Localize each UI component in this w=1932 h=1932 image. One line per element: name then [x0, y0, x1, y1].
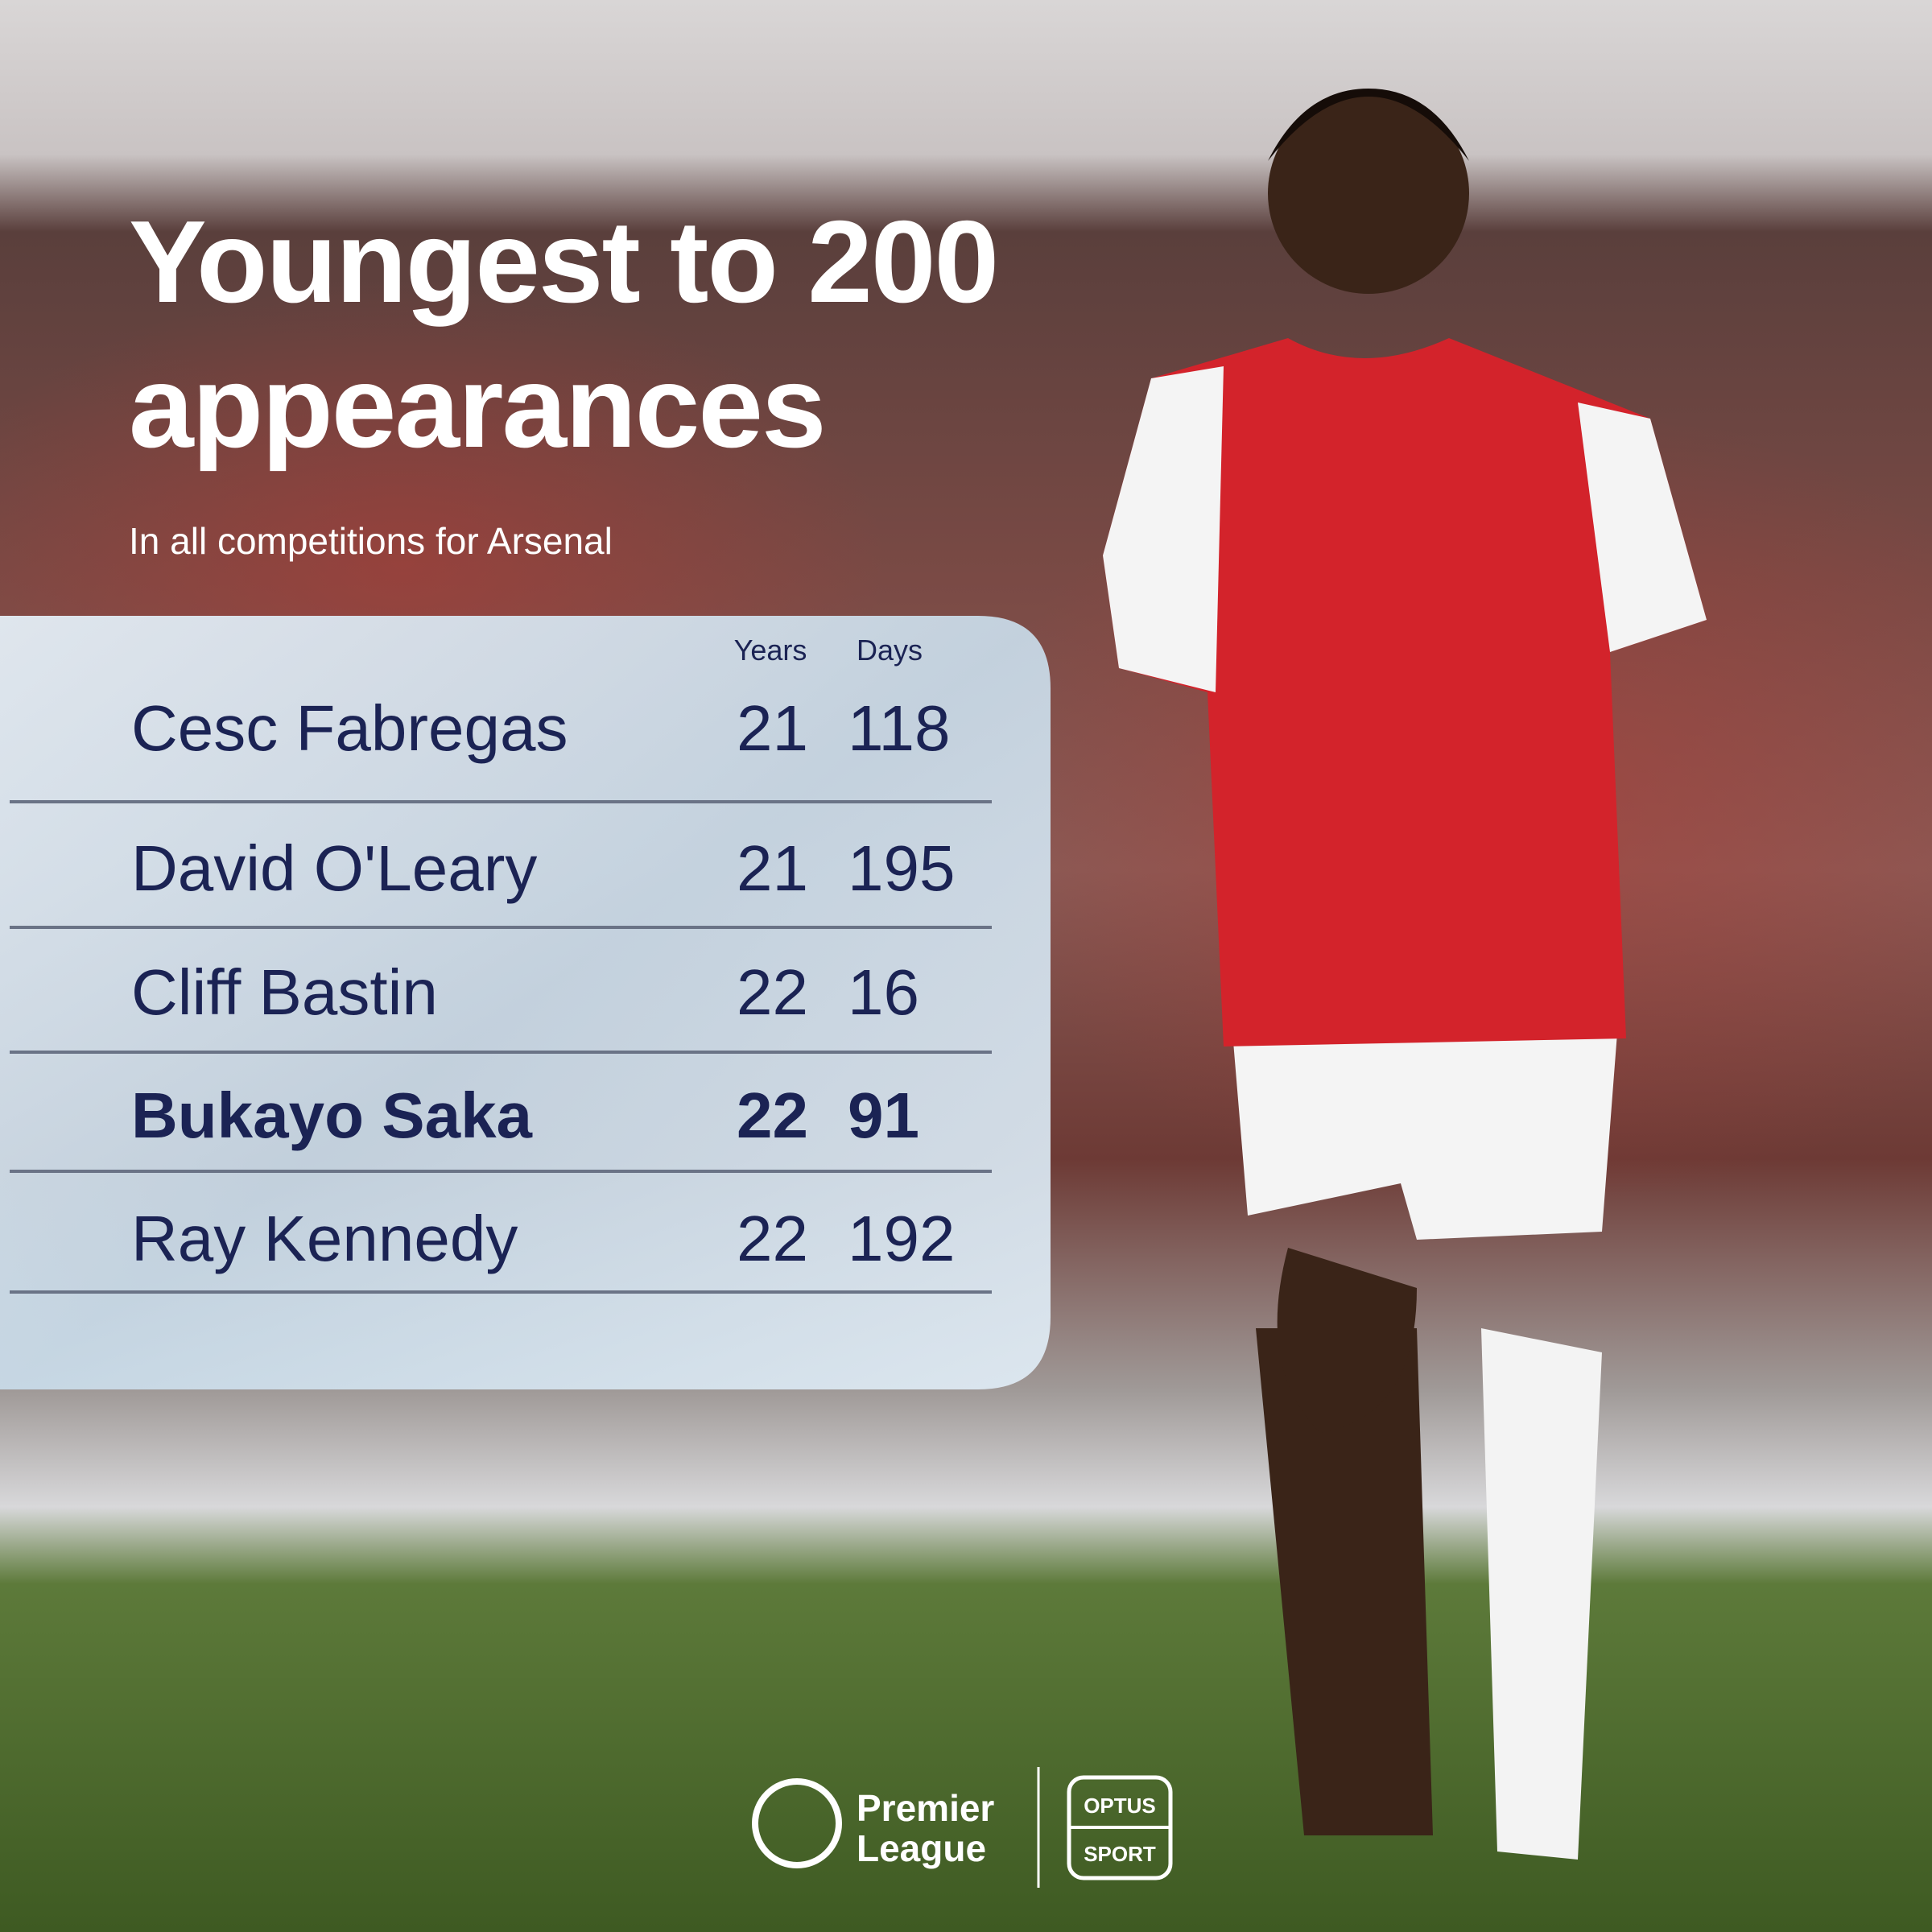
- days: 195: [848, 832, 955, 904]
- days: 118: [848, 692, 951, 764]
- player-name: Cliff Bastin: [131, 956, 438, 1028]
- years: 21: [737, 832, 808, 904]
- player-name: David O'Leary: [131, 832, 537, 904]
- player-name: Cesc Fabregas: [131, 692, 568, 764]
- league-name: League: [857, 1827, 986, 1869]
- days: 192: [848, 1203, 955, 1274]
- years: 22: [737, 1080, 808, 1151]
- partner-name: OPTUS: [1084, 1794, 1156, 1818]
- table-panel: [0, 616, 1051, 1389]
- years: 21: [737, 692, 808, 764]
- optus-sport-logo: OPTUS SPORT: [1067, 1775, 1173, 1880]
- column-header: Days: [857, 634, 923, 667]
- premier-league-logo: Premier League: [752, 1778, 994, 1869]
- column-header: Years: [734, 634, 807, 667]
- years: 22: [737, 1203, 808, 1274]
- title-line: appearances: [129, 341, 825, 472]
- player: [1103, 89, 1707, 1860]
- player-name: Ray Kennedy: [131, 1203, 518, 1274]
- player-name: Bukayo Saka: [131, 1080, 533, 1151]
- subtitle: In all competitions for Arsenal: [129, 520, 613, 562]
- days: 91: [848, 1080, 919, 1151]
- years: 22: [737, 956, 808, 1028]
- league-name: Premier: [857, 1787, 994, 1829]
- days: 16: [848, 956, 919, 1028]
- title-line: Youngest to 200: [129, 196, 997, 327]
- partner-name: SPORT: [1084, 1842, 1156, 1866]
